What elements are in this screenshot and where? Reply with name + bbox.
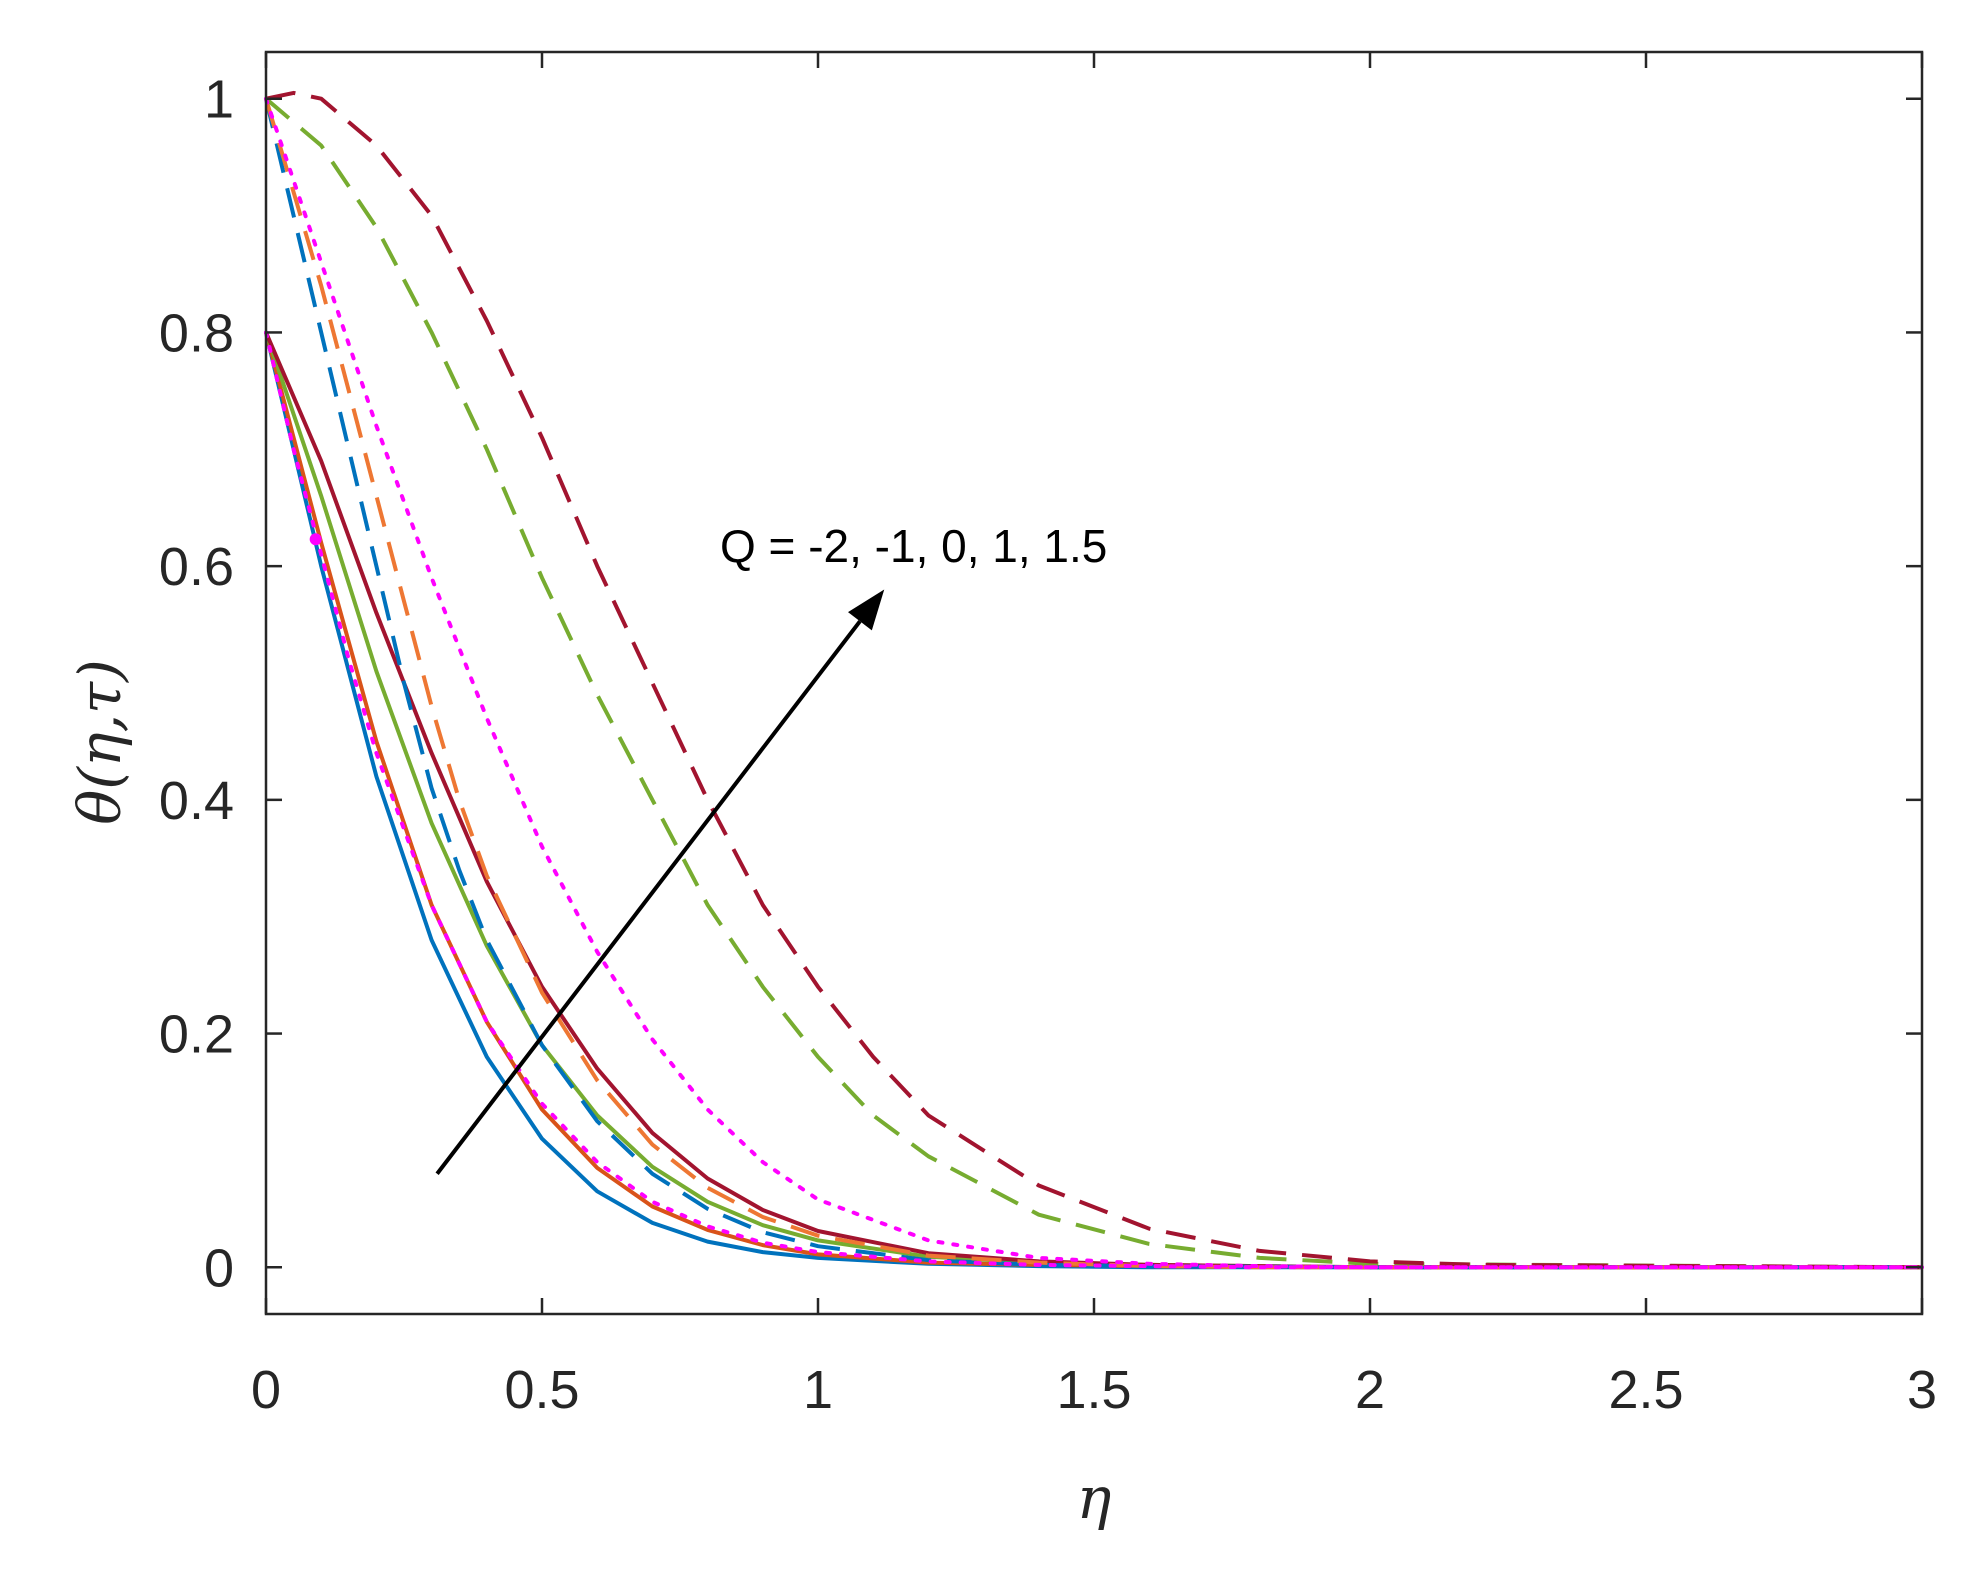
x-tick-label: 1.5 xyxy=(1056,1360,1131,1420)
x-tick-label: 1 xyxy=(803,1360,833,1420)
x-tick-labels: 0 0.5 1 1.5 2 2.5 3 xyxy=(251,1360,1937,1420)
x-axis-label: η xyxy=(1077,1464,1112,1532)
y-tick-label: 0.6 xyxy=(159,537,234,597)
y-tick-labels: 0 0.2 0.4 0.6 0.8 1 xyxy=(159,70,234,1299)
series-line-dashed-6 xyxy=(264,97,1923,1270)
data-marker-0 xyxy=(309,533,322,546)
tick-marks-group xyxy=(264,52,1924,1314)
annotation-arrow-head xyxy=(848,589,885,631)
y-tick-label: 0.8 xyxy=(159,303,234,363)
marker-group xyxy=(309,533,322,546)
x-tick-label: 0.5 xyxy=(504,1360,579,1420)
y-tick-label: 1 xyxy=(204,70,234,130)
x-tick-label: 2.5 xyxy=(1608,1360,1683,1420)
y-tick-label: 0.2 xyxy=(159,1005,234,1065)
y-axis-label: θ(η,τ) xyxy=(66,659,134,824)
series-line-dotted-9 xyxy=(264,96,1924,1270)
plot-series-group xyxy=(264,90,1924,1270)
x-tick-label: 0 xyxy=(251,1360,281,1420)
y-tick-label: 0.4 xyxy=(159,771,234,831)
series-line-dashed-7 xyxy=(265,90,1923,1270)
x-tick-label: 3 xyxy=(1907,1360,1937,1420)
annotation-arrow-shaft xyxy=(435,620,862,1175)
annotation-arrow-group xyxy=(435,589,885,1175)
annotation-text: Q = -2, -1, 0, 1, 1.5 xyxy=(720,520,1107,572)
y-tick-label: 0 xyxy=(204,1238,234,1298)
x-tick-label: 2 xyxy=(1355,1360,1385,1420)
